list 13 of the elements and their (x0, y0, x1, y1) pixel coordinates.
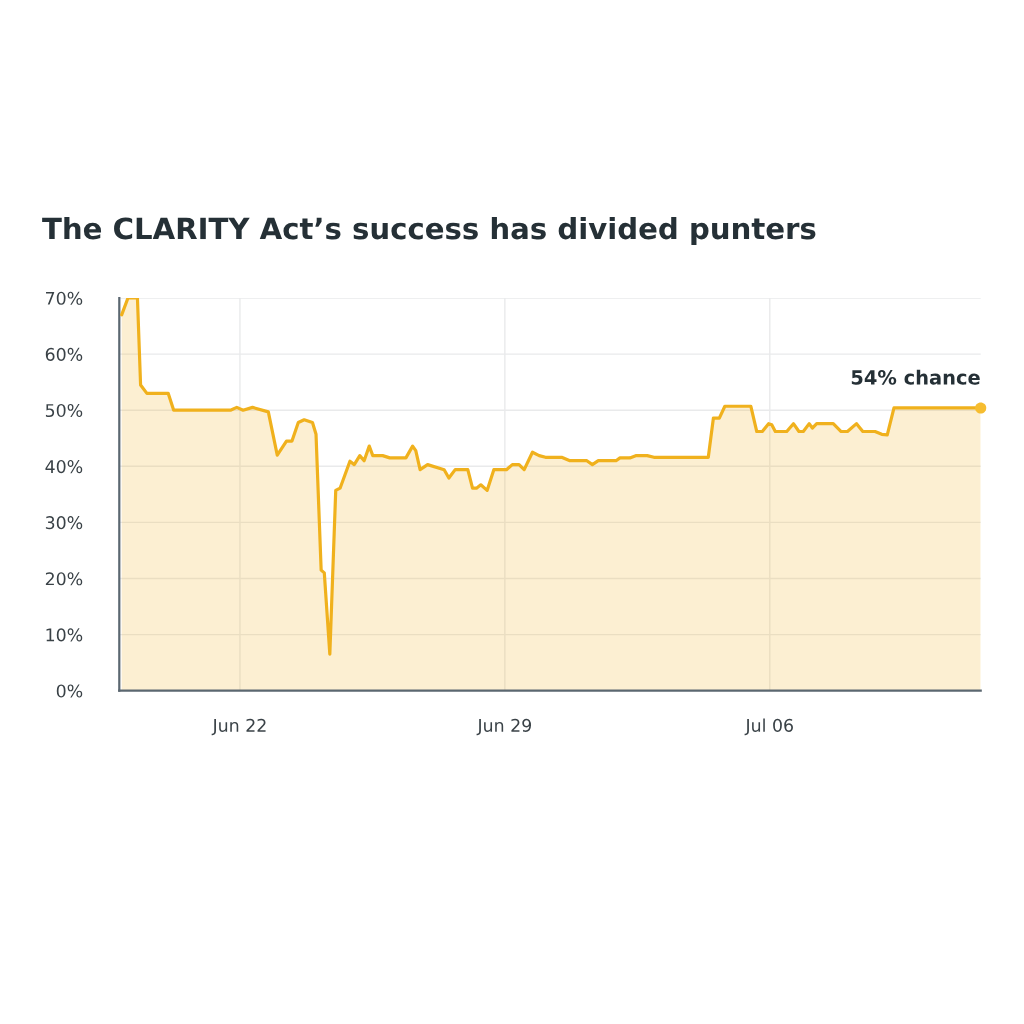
x-tick-label: Jul 06 (744, 718, 793, 736)
y-tick-label: 50% (45, 403, 83, 418)
x-tick-label: Jun 29 (476, 718, 532, 736)
y-tick-label: 0% (56, 684, 83, 698)
y-tick-label: 30% (45, 516, 83, 530)
chart-title: The CLARITY Act’s success has divided punters (42, 216, 816, 246)
y-tick-label: 60% (45, 347, 83, 361)
y-tick-label: 10% (46, 628, 83, 642)
y-tick-label: 20% (45, 572, 83, 586)
y-tick-label: 40% (45, 460, 83, 474)
annotation: 54% chance (851, 369, 980, 385)
y-tick-label: 70% (46, 291, 83, 305)
x-tick-label: Jun 22 (211, 718, 266, 736)
